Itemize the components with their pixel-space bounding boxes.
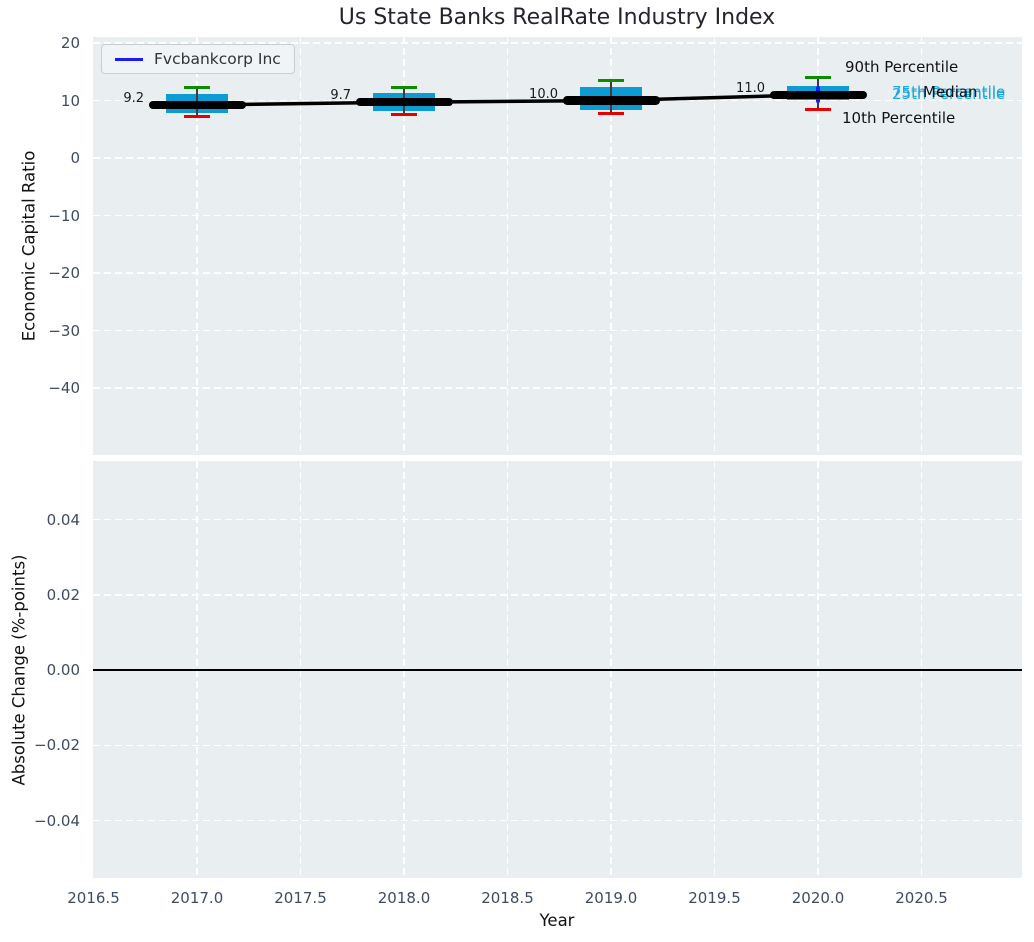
median-value-label: 9.2: [123, 91, 144, 107]
gridline-vertical: [403, 37, 405, 455]
median-dash-marker: [562, 96, 660, 105]
gridline-horizontal: [93, 42, 1022, 44]
gridline-horizontal: [93, 518, 1022, 521]
gridline-horizontal: [93, 819, 1022, 822]
median-value-label: 10.0: [529, 86, 558, 102]
median-dash-marker: [148, 100, 246, 110]
y-tick-label-bottom: 0.00: [46, 661, 80, 679]
gridline-horizontal: [93, 157, 1022, 159]
y-axis-label-top: Economic Capital Ratio: [19, 150, 39, 342]
90th-percentile-cap: [805, 76, 831, 79]
x-tick-label: 2018.0: [377, 889, 431, 907]
y-tick-label-top: 0: [70, 149, 80, 167]
median-value-label: 11.0: [736, 80, 765, 96]
y-tick-label-top: −10: [48, 206, 80, 225]
gridline-vertical: [506, 37, 509, 455]
annotation-90th-percentile: 90th Percentile: [845, 58, 959, 76]
y-tick-label-top: −30: [48, 321, 80, 340]
x-tick-label: 2017.5: [274, 889, 327, 907]
annotation-median: Median: [923, 83, 978, 101]
90th-percentile-cap: [391, 85, 417, 89]
median-dash-marker: [769, 90, 867, 99]
10th-percentile-cap: [184, 114, 210, 118]
legend-label: Fvcbankcorp Inc: [154, 50, 281, 68]
legend[interactable]: Fvcbankcorp Inc: [101, 44, 295, 74]
gridline-vertical: [817, 37, 819, 455]
median-dash-marker: [355, 97, 453, 107]
y-tick-label-bottom: −0.04: [34, 811, 80, 830]
annotation-25th-percentile: 25th Percentile: [892, 85, 1006, 103]
legend-line-swatch: [115, 57, 143, 61]
chart-title: Us State Banks RealRate Industry Index: [338, 5, 776, 30]
x-tick-label: 2017.0: [170, 889, 224, 907]
x-tick-label: 2019.0: [584, 889, 638, 907]
y-tick-label-top: −20: [48, 264, 80, 282]
gridline-vertical: [920, 37, 923, 455]
gridline-vertical: [196, 37, 198, 455]
annotation-75th-percentile: 75th Percentile: [892, 83, 1006, 101]
y-tick-label-bottom: −0.02: [34, 736, 80, 755]
10th-percentile-cap: [391, 112, 417, 116]
x-axis-label: Year: [539, 911, 575, 930]
gridline-horizontal: [93, 387, 1022, 389]
x-tick-label: 2019.5: [688, 889, 741, 907]
x-tick-label: 2016.5: [67, 889, 120, 907]
10th-percentile-cap: [805, 107, 831, 111]
zero-reference-line: [93, 669, 1022, 671]
median-value-label: 9.7: [330, 88, 351, 104]
10th-percentile-cap: [598, 112, 624, 116]
90th-percentile-cap: [598, 78, 624, 82]
x-tick-label: 2018.5: [481, 889, 534, 907]
gridline-vertical: [610, 37, 612, 455]
gridline-horizontal: [93, 214, 1022, 217]
90th-percentile-cap: [184, 85, 210, 89]
gridline-vertical: [713, 37, 716, 455]
y-tick-label-bottom: 0.02: [46, 585, 80, 604]
annotation-10th-percentile: 10th Percentile: [842, 109, 956, 127]
gridline-horizontal: [93, 744, 1022, 746]
gridline-vertical: [299, 37, 302, 455]
y-tick-label-top: 20: [60, 34, 80, 52]
y-tick-label-bottom: 0.04: [46, 510, 80, 529]
top-axes-economic-capital-ratio: Fvcbankcorp Inc 90th Percentile 75th Per…: [93, 37, 1022, 455]
y-tick-label-top: 10: [60, 91, 80, 110]
gridline-horizontal: [93, 594, 1022, 596]
y-tick-label-top: −40: [48, 379, 80, 397]
bottom-axes-absolute-change: [93, 461, 1022, 878]
gridline-horizontal: [93, 272, 1022, 274]
gridline-horizontal: [93, 329, 1022, 332]
x-tick-label: 2020.5: [895, 889, 948, 907]
x-tick-label: 2020.0: [791, 889, 845, 907]
